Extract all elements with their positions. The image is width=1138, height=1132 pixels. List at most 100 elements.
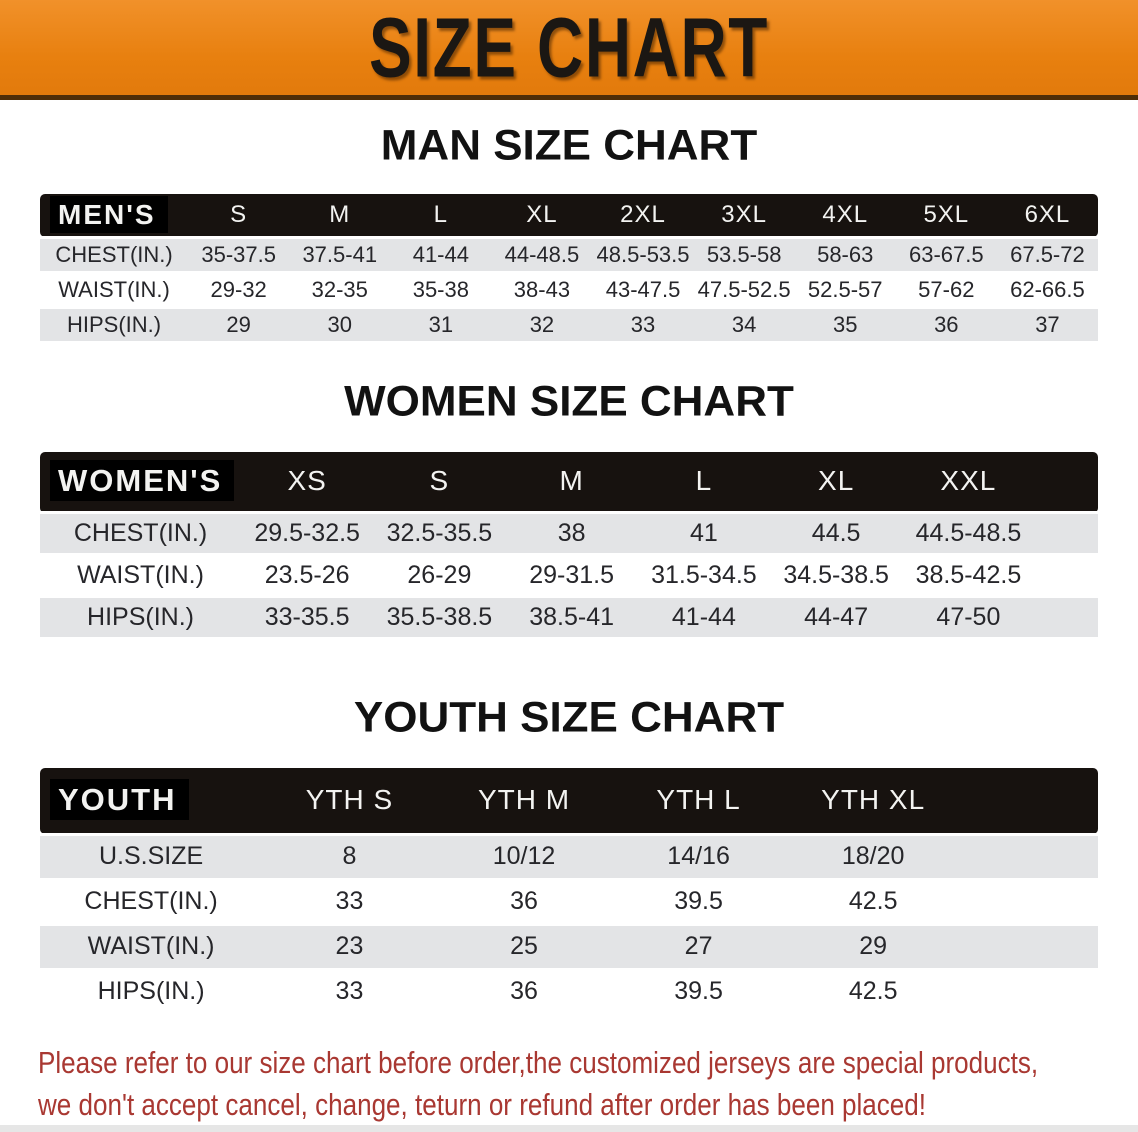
measurement-value: 58-63 [794, 237, 896, 274]
measurement-value: 41-44 [390, 237, 492, 274]
measurement-value: 62-66.5 [996, 272, 1098, 309]
women-size-table: WOMEN'S XS S M L XL XXL CHEST(IN.) 29.5-32.5 32.… [40, 451, 1098, 640]
size-column-header: YTH M [436, 768, 612, 836]
measurement-row: U.S.SIZE 8 10/12 14/16 18/20 [40, 834, 1098, 881]
measurement-row-label: U.S.SIZE [40, 834, 263, 881]
women-section-title: WOMEN SIZE CHART [344, 377, 794, 425]
men-size-table: MEN'S S M L XL 2XL 3XL 4XL 5XL 6XL CHEST(IN.) 35-3… [40, 194, 1098, 344]
measurement-value: 38-43 [491, 272, 593, 309]
measurement-row-label: HIPS(IN.) [40, 596, 242, 640]
men-section-title: MAN SIZE CHART [380, 122, 758, 170]
measurement-value: 29-32 [188, 272, 290, 309]
banner-title: SIZE CHART [369, 0, 769, 94]
measurement-value: 63-67.5 [895, 237, 997, 274]
measurement-value: 32 [491, 307, 593, 344]
measurement-row-label: WAIST(IN.) [40, 554, 242, 598]
measurement-row-label: HIPS(IN.) [40, 969, 263, 1016]
measurement-value: 39.5 [611, 879, 786, 926]
size-column-header: S [373, 451, 506, 514]
measurement-value: 27 [611, 924, 786, 971]
size-column-header: XS [241, 451, 374, 514]
measurement-value: 25 [436, 924, 612, 971]
size-column-header: 5XL [895, 194, 997, 239]
measurement-value: 36 [436, 969, 612, 1016]
measurement-value: 33 [262, 879, 437, 926]
measurement-row-label: HIPS(IN.) [40, 307, 189, 344]
measurement-value: 29-31.5 [505, 554, 638, 598]
size-column-header: 2XL [592, 194, 694, 239]
measurement-value: 29.5-32.5 [241, 512, 374, 556]
women-table-header-row: WOMEN'S XS S M L XL XXL [40, 451, 1098, 514]
measurement-value: 38 [505, 512, 638, 556]
size-column-header: XL [491, 194, 593, 239]
measurement-value: 33-35.5 [241, 596, 374, 640]
measurement-value: 33 [262, 969, 437, 1016]
measurement-row: HIPS(IN.) 29 30 31 32 33 34 35 36 37 [40, 307, 1098, 344]
measurement-value: 30 [289, 307, 391, 344]
bottom-edge-divider [0, 1125, 1138, 1132]
measurement-value: 35 [794, 307, 896, 344]
measurement-value: 41-44 [637, 596, 771, 640]
disclaimer-text: Please refer to our size chart before or… [38, 1042, 1138, 1128]
row-filler-cell [1034, 554, 1098, 598]
row-filler-cell [960, 834, 1098, 881]
measurement-value: 38.5-41 [505, 596, 638, 640]
measurement-value: 57-62 [895, 272, 997, 309]
row-filler-cell [960, 969, 1098, 1016]
size-column-header: M [505, 451, 638, 514]
measurement-value: 29 [785, 924, 961, 971]
measurement-value: 14/16 [611, 834, 786, 881]
measurement-row: HIPS(IN.) 33-35.5 35.5-38.5 38.5-41 41-44 44-… [40, 596, 1098, 640]
measurement-row: HIPS(IN.) 33 36 39.5 42.5 [40, 969, 1098, 1016]
measurement-value: 32.5-35.5 [373, 512, 506, 556]
measurement-value: 34 [693, 307, 795, 344]
measurement-value: 31.5-34.5 [637, 554, 771, 598]
measurement-value: 23.5-26 [241, 554, 374, 598]
row-filler-cell [1034, 596, 1098, 640]
measurement-value: 10/12 [436, 834, 612, 881]
measurement-value: 32-35 [289, 272, 391, 309]
size-column-header: 6XL [996, 194, 1098, 239]
measurement-row-label: WAIST(IN.) [40, 272, 189, 309]
measurement-value: 35-38 [390, 272, 492, 309]
measurement-value: 52.5-57 [794, 272, 896, 309]
measurement-row-label: WAIST(IN.) [40, 924, 263, 971]
measurement-value: 42.5 [785, 879, 961, 926]
measurement-row: WAIST(IN.) 29-32 32-35 35-38 38-43 43-47.5 47.… [40, 272, 1098, 309]
measurement-row-label: CHEST(IN.) [40, 237, 189, 274]
row-filler-cell [960, 879, 1098, 926]
size-column-header: 4XL [794, 194, 896, 239]
measurement-value: 38.5-42.5 [902, 554, 1035, 598]
size-column-header: 3XL [693, 194, 795, 239]
measurement-value: 26-29 [373, 554, 506, 598]
header-filler-cell [1034, 451, 1098, 514]
measurement-value: 37.5-41 [289, 237, 391, 274]
disclaimer-line-2: we don't accept cancel, change, teturn o… [38, 1087, 927, 1123]
measurement-value: 44.5 [770, 512, 903, 556]
size-column-header: XXL [902, 451, 1035, 514]
measurement-value: 33 [592, 307, 694, 344]
men-group-label-text: MEN'S [50, 195, 168, 233]
youth-table-header-row: YOUTH YTH S YTH M YTH L YTH XL [40, 768, 1098, 836]
measurement-value: 47-50 [902, 596, 1035, 640]
measurement-value: 43-47.5 [592, 272, 694, 309]
measurement-value: 31 [390, 307, 492, 344]
size-column-header: XL [770, 451, 903, 514]
header-filler-cell [960, 768, 1098, 836]
measurement-value: 41 [637, 512, 771, 556]
row-filler-cell [1034, 512, 1098, 556]
men-group-label: MEN'S [40, 194, 189, 239]
measurement-value: 67.5-72 [996, 237, 1098, 274]
measurement-value: 36 [436, 879, 612, 926]
disclaimer-line-1: Please refer to our size chart before or… [38, 1044, 1039, 1080]
measurement-row: CHEST(IN.) 35-37.5 37.5-41 41-44 44-48.5 48.5… [40, 237, 1098, 274]
measurement-value: 36 [895, 307, 997, 344]
measurement-row-label: CHEST(IN.) [40, 879, 263, 926]
measurement-value: 29 [188, 307, 290, 344]
measurement-value: 47.5-52.5 [693, 272, 795, 309]
measurement-row: WAIST(IN.) 23.5-26 26-29 29-31.5 31.5-34.5 34… [40, 554, 1098, 598]
size-column-header: YTH S [262, 768, 437, 836]
size-column-header: L [637, 451, 771, 514]
measurement-value: 42.5 [785, 969, 961, 1016]
measurement-value: 53.5-58 [693, 237, 795, 274]
